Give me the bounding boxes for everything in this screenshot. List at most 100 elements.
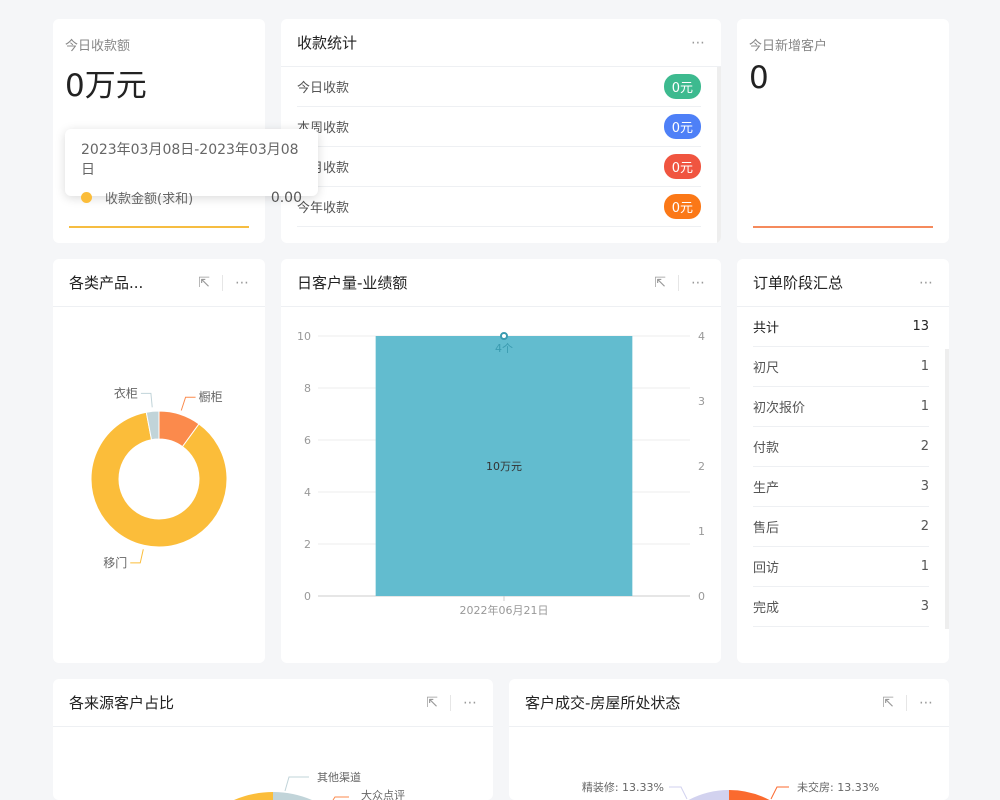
- open-icon[interactable]: ⇱: [654, 274, 666, 291]
- stage-row: 售后 2: [753, 507, 929, 547]
- new-customers-label: 今日新增客户: [749, 39, 828, 54]
- y2-tick-label: 1: [698, 525, 705, 538]
- collect-row-badge: 0元: [663, 194, 701, 219]
- tooltip-dot-icon: [81, 192, 92, 203]
- house-pie-chart: 精装修: 13.33% 未交房: 13.33%: [582, 780, 879, 800]
- y-tick-label: 8: [304, 382, 311, 395]
- order-stages-card: 订单阶段汇总 ⋯ 共计 13 初尺 1 初次报价 1 付款 2 生产 3 售后 2 回访 1 完成 3: [737, 259, 949, 663]
- donut-slice: [145, 410, 160, 441]
- stage-row: 初尺 1: [753, 347, 929, 387]
- collect-row-label: 今日收款: [297, 81, 350, 96]
- label-line: [669, 786, 688, 800]
- house-label-undelivered: 未交房: 13.33%: [797, 780, 879, 794]
- today-amount-value: 0万元: [65, 68, 147, 104]
- new-customers-line: [753, 226, 933, 228]
- daily-bar-chart: 0 2 4 6 8 10 0 1 2 3 4 10万元 4个 2022年06月21日: [297, 330, 705, 617]
- product-chart-title: 各类产品...: [69, 274, 144, 292]
- y-tick-label: 10: [297, 330, 311, 343]
- y2-tick-label: 0: [698, 590, 705, 603]
- stage-row-value: 1: [920, 359, 929, 374]
- line-point: [500, 332, 508, 340]
- stage-row: 回访 1: [753, 547, 929, 587]
- more-icon[interactable]: ⋯: [691, 34, 705, 51]
- bar-data-label: 10万元: [486, 460, 522, 473]
- daily-chart-card: 日客户量-业绩额 ⇱ ⋯ 0 2 4 6 8 10 0 1 2 3 4 10万元 4个 2022年06月21日: [281, 259, 721, 663]
- pie-slice-lavender: [688, 790, 729, 800]
- donut-label: 橱柜: [199, 390, 223, 404]
- collect-row: 本月收款 0元: [297, 147, 701, 187]
- stage-row: 完成 3: [753, 587, 929, 627]
- stage-row-value: 2: [920, 439, 929, 454]
- chart-tooltip: 2023年03月08日-2023年03月08日 收款金额(求和) 0.00: [65, 129, 318, 207]
- scrollbar[interactable]: [945, 349, 949, 629]
- collect-row: 本周收款 0元: [297, 107, 701, 147]
- tooltip-series: 收款金额(求和): [105, 192, 194, 207]
- more-icon[interactable]: ⋯: [463, 694, 477, 711]
- collect-row: 今日收款 0元: [297, 67, 701, 107]
- more-icon[interactable]: ⋯: [691, 274, 705, 291]
- stage-row-value: 1: [920, 559, 929, 574]
- stage-row-value: 3: [920, 599, 929, 614]
- new-customers-value: 0: [749, 60, 769, 96]
- stage-row-label: 初尺: [753, 361, 780, 376]
- donut-label-line: [130, 549, 144, 564]
- donut-slice: [90, 411, 228, 548]
- today-amount-line: [69, 226, 249, 228]
- source-pie-chart: 其他渠道 大众点评: [234, 770, 405, 800]
- stage-row-label: 完成: [753, 601, 780, 616]
- open-icon[interactable]: ⇱: [198, 274, 210, 291]
- label-line: [332, 796, 349, 800]
- label-line: [284, 776, 309, 792]
- stage-row-value: 2: [920, 519, 929, 534]
- stage-row: 初次报价 1: [753, 387, 929, 427]
- stage-row: 共计 13: [753, 307, 929, 347]
- pie-slice-yellow: [234, 792, 273, 800]
- y-tick-label: 4: [304, 486, 311, 499]
- more-icon[interactable]: ⋯: [919, 274, 933, 291]
- donut-label: 衣柜: [114, 385, 138, 400]
- house-chart-title: 客户成交-房屋所处状态: [525, 694, 681, 712]
- donut-label-line: [140, 392, 153, 408]
- collect-row: 今年收款 0元: [297, 187, 701, 227]
- source-label-other: 其他渠道: [317, 770, 361, 784]
- house-chart-card: 客户成交-房屋所处状态 ⇱ ⋯ 精装修: 13.33% 未交房: 13.33%: [509, 679, 949, 800]
- stage-row-value: 1: [920, 399, 929, 414]
- today-amount-label: 今日收款额: [65, 39, 131, 54]
- x-tick-label: 2022年06月21日: [460, 603, 549, 617]
- new-customers-card: 今日新增客户 0: [737, 19, 949, 243]
- stage-row: 生产 3: [753, 467, 929, 507]
- pie-slice-grey: [273, 792, 312, 800]
- source-label-dianping: 大众点评: [361, 788, 405, 800]
- donut-label-line: [180, 396, 196, 411]
- tooltip-value: 0.00: [270, 189, 302, 206]
- more-icon[interactable]: ⋯: [235, 274, 249, 291]
- product-chart-card: 各类产品... ⇱ ⋯ 橱柜移门 衣柜: [53, 259, 265, 663]
- y-tick-label: 0: [304, 590, 311, 603]
- source-chart-card: 各来源客户占比 ⇱ ⋯ 其他渠道 大众点评: [53, 679, 493, 800]
- donut-label: 移门: [103, 555, 127, 570]
- collect-row-badge: 0元: [663, 154, 701, 179]
- y-tick-label: 6: [304, 434, 311, 447]
- line-data-label: 4个: [495, 342, 513, 355]
- collect-stats-title: 收款统计: [297, 34, 358, 52]
- collect-row-badge: 0元: [663, 74, 701, 99]
- stage-row-label: 售后: [753, 521, 780, 536]
- y2-tick-label: 3: [698, 395, 705, 408]
- stage-row-value: 3: [920, 479, 929, 494]
- y2-tick-label: 2: [698, 460, 705, 473]
- open-icon[interactable]: ⇱: [882, 694, 894, 711]
- y-tick-label: 2: [304, 538, 311, 551]
- daily-chart-title: 日客户量-业绩额: [297, 274, 408, 292]
- collect-stats-card: 收款统计 ⋯ 今日收款 0元 本周收款 0元 本月收款 0元 今年收款 0元: [281, 19, 721, 243]
- collect-row-label: 今年收款: [297, 201, 350, 216]
- more-icon[interactable]: ⋯: [919, 694, 933, 711]
- label-line: [770, 786, 789, 800]
- stage-row-label: 生产: [753, 481, 780, 496]
- stage-row-value: 13: [912, 319, 929, 334]
- scrollbar[interactable]: [717, 67, 721, 243]
- open-icon[interactable]: ⇱: [426, 694, 438, 711]
- source-chart-title: 各来源客户占比: [69, 694, 175, 712]
- stage-row-label: 共计: [753, 321, 780, 336]
- pie-slice-orange: [729, 790, 770, 800]
